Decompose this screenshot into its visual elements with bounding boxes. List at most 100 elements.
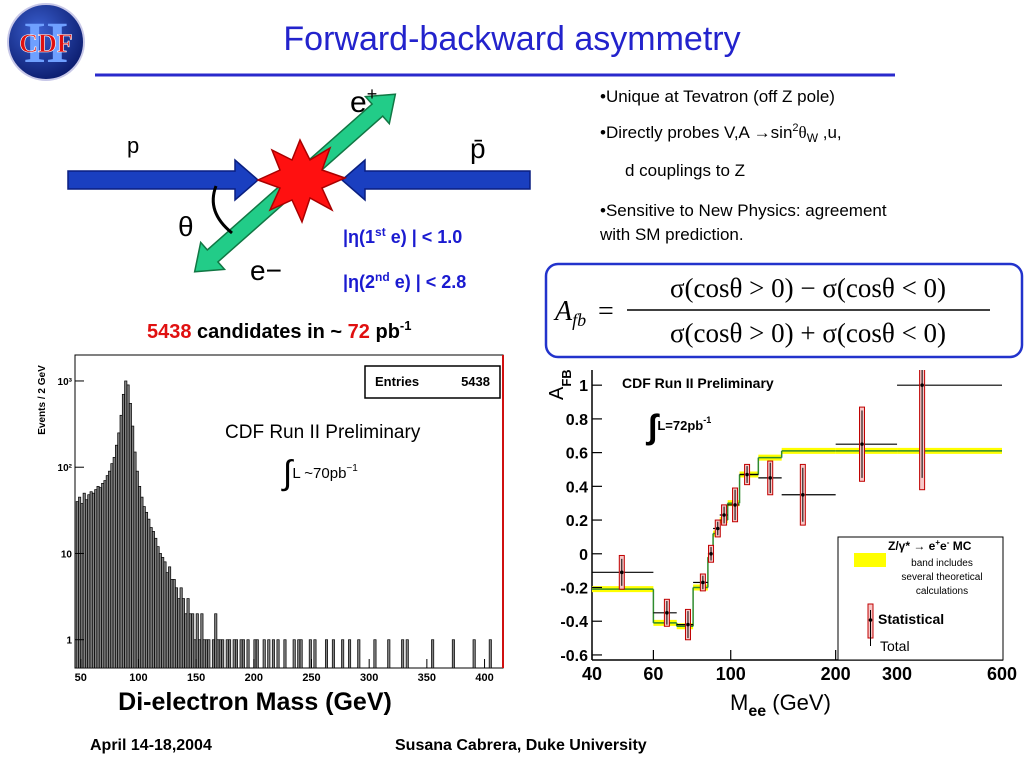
- histogram-bar: [221, 639, 225, 669]
- histogram-bar: [228, 639, 232, 669]
- bullet-3-cont: with SM prediction.: [599, 225, 744, 244]
- x-tick-label: 300: [360, 672, 378, 684]
- lumi-text: L=72pb: [657, 418, 703, 433]
- data-point: [733, 503, 737, 507]
- integral-sign: ∫: [645, 408, 660, 446]
- bullet-dot: •: [600, 87, 606, 106]
- bullet-2: •Directly probes V,A →sin2θW ,u,: [600, 122, 842, 145]
- bullet-sup: 2: [792, 122, 798, 134]
- y-tick-label: 10³: [58, 377, 73, 388]
- antiproton-arrow: [340, 158, 531, 202]
- histogram-bar: [299, 639, 303, 669]
- y-axis-label: Events / 2 GeV: [37, 365, 48, 435]
- stats-label: Entries: [375, 374, 419, 389]
- proton-arrow: [67, 158, 260, 202]
- x-tick-label: 400: [475, 672, 493, 684]
- cut-part: |η(2: [343, 272, 375, 292]
- mass-histogram: Events / 2 GeV Di-electron Mass (GeV) 1 1…: [37, 354, 504, 716]
- e-minus-label: e−: [250, 255, 282, 286]
- data-point: [715, 526, 720, 531]
- formula-numerator: σ(cosθ > 0) − σ(cosθ < 0): [670, 273, 946, 303]
- histogram-bar: [488, 639, 492, 669]
- y-tick-label: 1: [66, 636, 72, 647]
- data-point: [722, 513, 726, 517]
- bullet-3: •Sensitive to New Physics: agreement: [600, 201, 887, 220]
- x-tick-label: 200: [821, 664, 851, 684]
- y-tick-label: 10: [61, 549, 73, 560]
- lumi-exp: −1: [346, 463, 358, 474]
- x-tick-label: 50: [75, 672, 87, 684]
- formula: Afb = σ(cosθ > 0) − σ(cosθ < 0) σ(cosθ >…: [544, 262, 1024, 359]
- bullet-text: Directly probes V,A →sin: [606, 123, 792, 142]
- logo-name: CDF: [19, 29, 72, 58]
- histogram-bar: [241, 639, 245, 669]
- histogram-bar: [348, 639, 352, 669]
- bullet-text: ,u,: [818, 123, 842, 142]
- plot-area: [592, 370, 1002, 641]
- bullet-dot: •: [600, 201, 606, 220]
- data-point: [860, 442, 864, 446]
- histogram-bar: [331, 639, 335, 669]
- y-tick-label: 0.6: [566, 446, 588, 463]
- legend-theory: Z/γ* → e+e- MC: [888, 538, 972, 553]
- y-tick-label: 0: [579, 547, 588, 564]
- e-plus-label: e+: [350, 84, 377, 119]
- data-point: [801, 492, 805, 497]
- y-tick-label: 0.8: [566, 412, 588, 429]
- collision-star: [256, 138, 348, 225]
- y-tick-label: 0.2: [566, 513, 588, 530]
- y-axis-label: AFB: [546, 369, 574, 400]
- bullet-text: Unique at Tevatron (off Z pole): [606, 87, 835, 106]
- x-tick-label: 250: [302, 672, 320, 684]
- annotation: CDF Run II Preliminary: [622, 375, 774, 391]
- histogram-bar: [267, 639, 271, 669]
- candidate-count: 5438: [147, 321, 192, 343]
- legend-text: e: [940, 539, 947, 553]
- histogram-bar: [313, 639, 317, 669]
- x-tick-label: 600: [987, 664, 1017, 684]
- afb-chart: AFB Mee (GeV) CDF Run II Preliminary ∫L=…: [546, 369, 1017, 720]
- data-point: [701, 580, 705, 585]
- collision-diagram: e+ p p̄ θ e− |η(1st e) | < 1.0 |η(2nd e)…: [67, 84, 531, 292]
- y-tick-label: -0.4: [560, 614, 588, 631]
- histogram-bar: [207, 639, 211, 669]
- lumi-text: L ~70pb: [292, 465, 346, 482]
- x-tick-label: 150: [187, 672, 205, 684]
- annotation: CDF Run II Preliminary: [225, 422, 421, 443]
- integral-sign: ∫: [281, 454, 294, 492]
- histogram-annotations: Entries 5438 CDF Run II Preliminary ∫L ~…: [225, 365, 501, 492]
- histogram-bar: [373, 639, 377, 669]
- formula-denominator: σ(cosθ > 0) + σ(cosθ < 0): [670, 318, 946, 348]
- data-point: [745, 472, 749, 477]
- histogram-bar: [292, 639, 296, 669]
- histogram-bar: [357, 639, 361, 669]
- lumi: ∫L=72pb-1: [645, 408, 711, 446]
- histogram-bar: [324, 639, 328, 669]
- histogram-bar: [451, 639, 455, 669]
- histogram-bar: [283, 639, 287, 669]
- x-label-sub: ee: [748, 703, 766, 720]
- angle-label: θ: [178, 211, 194, 242]
- antiproton-label: p̄: [470, 133, 486, 164]
- histogram-bar: [308, 639, 312, 669]
- y-tick-label: 10²: [58, 463, 73, 474]
- bullet-text: θ: [799, 123, 807, 142]
- x-tick-label: 100: [129, 672, 147, 684]
- histogram-bar: [431, 639, 435, 669]
- histogram-bar: [255, 639, 259, 669]
- logo-numeral: II: [23, 10, 68, 75]
- y-tick-label: -0.6: [560, 648, 588, 665]
- cut-sup: st: [375, 225, 386, 239]
- histogram-bar: [276, 639, 280, 669]
- candidate-lumi: 72: [348, 321, 370, 343]
- cut-2: |η(2nd e) | < 2.8: [343, 270, 466, 292]
- legend-note: calculations: [916, 586, 968, 597]
- cut-part: e) | < 1.0: [386, 227, 463, 247]
- histogram-bar: [341, 639, 345, 669]
- bullet-1: •Unique at Tevatron (off Z pole): [600, 87, 835, 106]
- histogram-bar: [472, 639, 476, 669]
- formula-lhs-sub: fb: [572, 310, 586, 330]
- data-point: [619, 570, 624, 575]
- cut-1: |η(1st e) | < 1.0: [343, 225, 462, 247]
- y-tick-label: 0.4: [566, 479, 588, 496]
